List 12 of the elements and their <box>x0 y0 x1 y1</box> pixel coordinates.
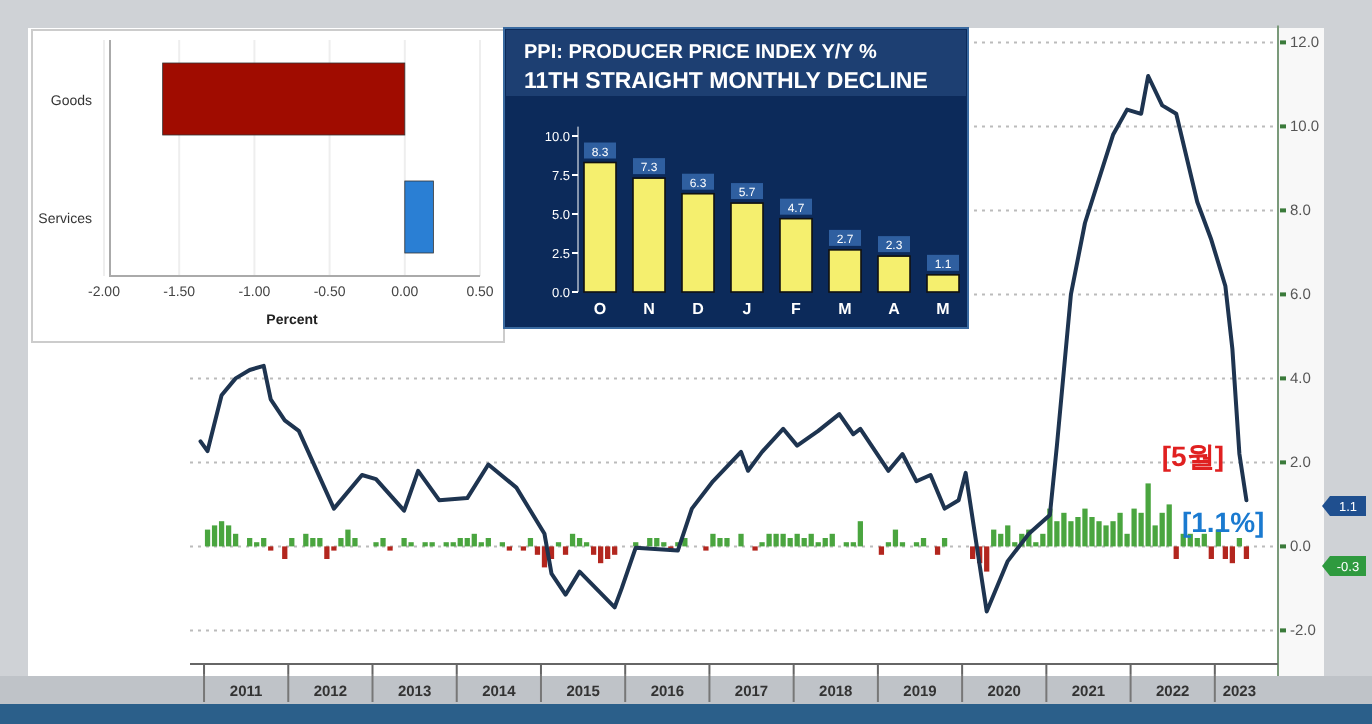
x-tick-label: F <box>791 300 802 318</box>
x-tick-label: O <box>593 300 607 318</box>
x-tick-label: D <box>692 300 705 318</box>
annotation: [5월] <box>1161 440 1224 472</box>
x-tick-label: A <box>888 300 901 318</box>
annotation: [1.1%] <box>1181 506 1265 539</box>
x-tick-label: J <box>742 300 752 318</box>
x-tick-label: M <box>838 300 853 318</box>
x-tick-label: M <box>936 300 951 318</box>
x-tick-label: N <box>643 300 656 318</box>
chart-title: PPI: PRODUCER PRICE INDEX Y/Y % <box>524 42 877 64</box>
chart-subtitle: 11TH STRAIGHT MONTHLY DECLINE <box>524 70 929 94</box>
